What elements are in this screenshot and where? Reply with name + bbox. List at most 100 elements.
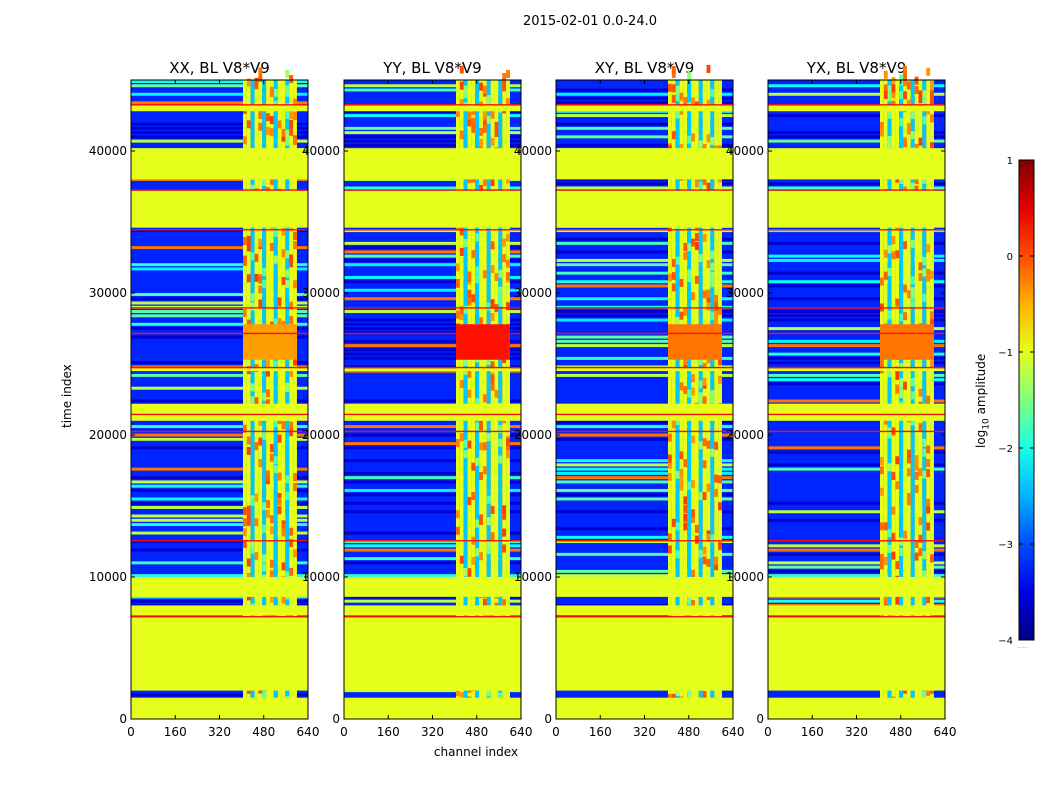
flagged-range [131,616,308,691]
channel-cell [918,468,923,477]
channel-cell [706,558,711,567]
time-band [556,335,733,339]
time-band [768,599,945,603]
time-band [131,139,308,143]
channel-cell [498,293,503,302]
x-tick-label: 640 [510,725,533,739]
channel-cell [691,600,695,609]
time-band [131,229,308,233]
channel-cell [691,435,695,444]
channel-cell [930,611,934,620]
channel-cell [498,438,503,447]
channel-cell [675,687,680,696]
channel-cell [273,319,278,328]
channel-cell [258,299,263,308]
channel-cell [243,309,247,318]
channel-cell [494,273,499,282]
time-band [131,518,308,522]
panel-title-xy: XY, BL V8*V9 [594,59,695,77]
channel-cell [679,92,684,101]
channel-cell [718,375,722,384]
time-band [344,263,521,267]
channel-cell [258,67,263,76]
channel-cell [880,522,884,531]
channel-cell [683,459,688,468]
channel-cell [883,522,888,531]
channel-cell [903,65,907,74]
channel-cell [706,99,711,108]
channel-column [675,80,680,719]
channel-cell [266,126,270,135]
channel-cell [671,420,676,429]
channel-cell [467,111,472,120]
edge-line [344,307,521,309]
y-tick-label: 40000 [302,144,340,158]
channel-cell [903,241,907,250]
channel-cell [269,128,274,137]
channel-cell [671,283,676,292]
time-band [768,310,945,314]
channel-cell [463,439,468,448]
channel-cell [922,470,927,479]
edge-line [768,104,945,106]
time-band [556,373,733,377]
channel-column [679,80,684,719]
channel-cell [254,77,259,86]
channel-column [289,80,294,719]
time-band [556,114,733,118]
channel-column [459,80,464,719]
edge-line [556,104,733,106]
channel-cell [250,540,255,549]
channel-column [918,80,923,719]
time-band [131,523,308,527]
channel-cell [702,377,707,386]
time-band [768,271,945,275]
channel-cell [887,85,892,94]
y-tick-label: 30000 [89,286,127,300]
channel-column [293,80,297,719]
channel-cell [289,539,294,548]
channel-cell [289,120,294,129]
time-band [344,352,521,356]
channel-cell [895,596,900,605]
colorbar: 1 0 −1 −2 −3 −4...... [998,156,1035,650]
channel-cell [246,505,251,514]
edge-line [768,430,945,433]
channel-cell [926,273,931,282]
channel-cell [285,137,290,146]
rfi-block [668,324,722,360]
channel-cell [467,118,472,127]
channel-cell [668,545,672,554]
heatmap-panel-3: 0 160 320 480 640 0 10000 20000 30000 40000 [726,65,956,739]
channel-cell [922,448,927,457]
channel-cell [293,231,297,240]
edge-line [344,413,521,416]
channel-cell [926,395,931,404]
channel-cell [683,357,688,366]
x-tick-label: 0 [764,725,772,739]
channel-cell [910,417,915,426]
channel-cell [490,532,495,541]
channel-column [687,80,692,719]
edge-line [556,540,733,542]
channel-cell [906,493,911,502]
time-band [344,501,521,505]
time-band [556,433,733,437]
channel-cell [250,252,255,261]
channel-cell [891,471,896,480]
channel-cell [258,417,263,426]
channel-cell [698,380,703,389]
flagged-range [131,577,308,597]
channel-cell [479,418,483,427]
channel-cell [710,390,715,399]
time-band [556,467,733,471]
channel-cell [486,433,491,442]
channel-cell [694,179,699,188]
channel-cell [710,395,715,404]
time-band [556,310,733,314]
time-band [556,437,733,441]
channel-cell [243,518,247,527]
channel-cell [277,297,282,306]
channel-cell [910,239,915,248]
channel-column [910,80,915,719]
